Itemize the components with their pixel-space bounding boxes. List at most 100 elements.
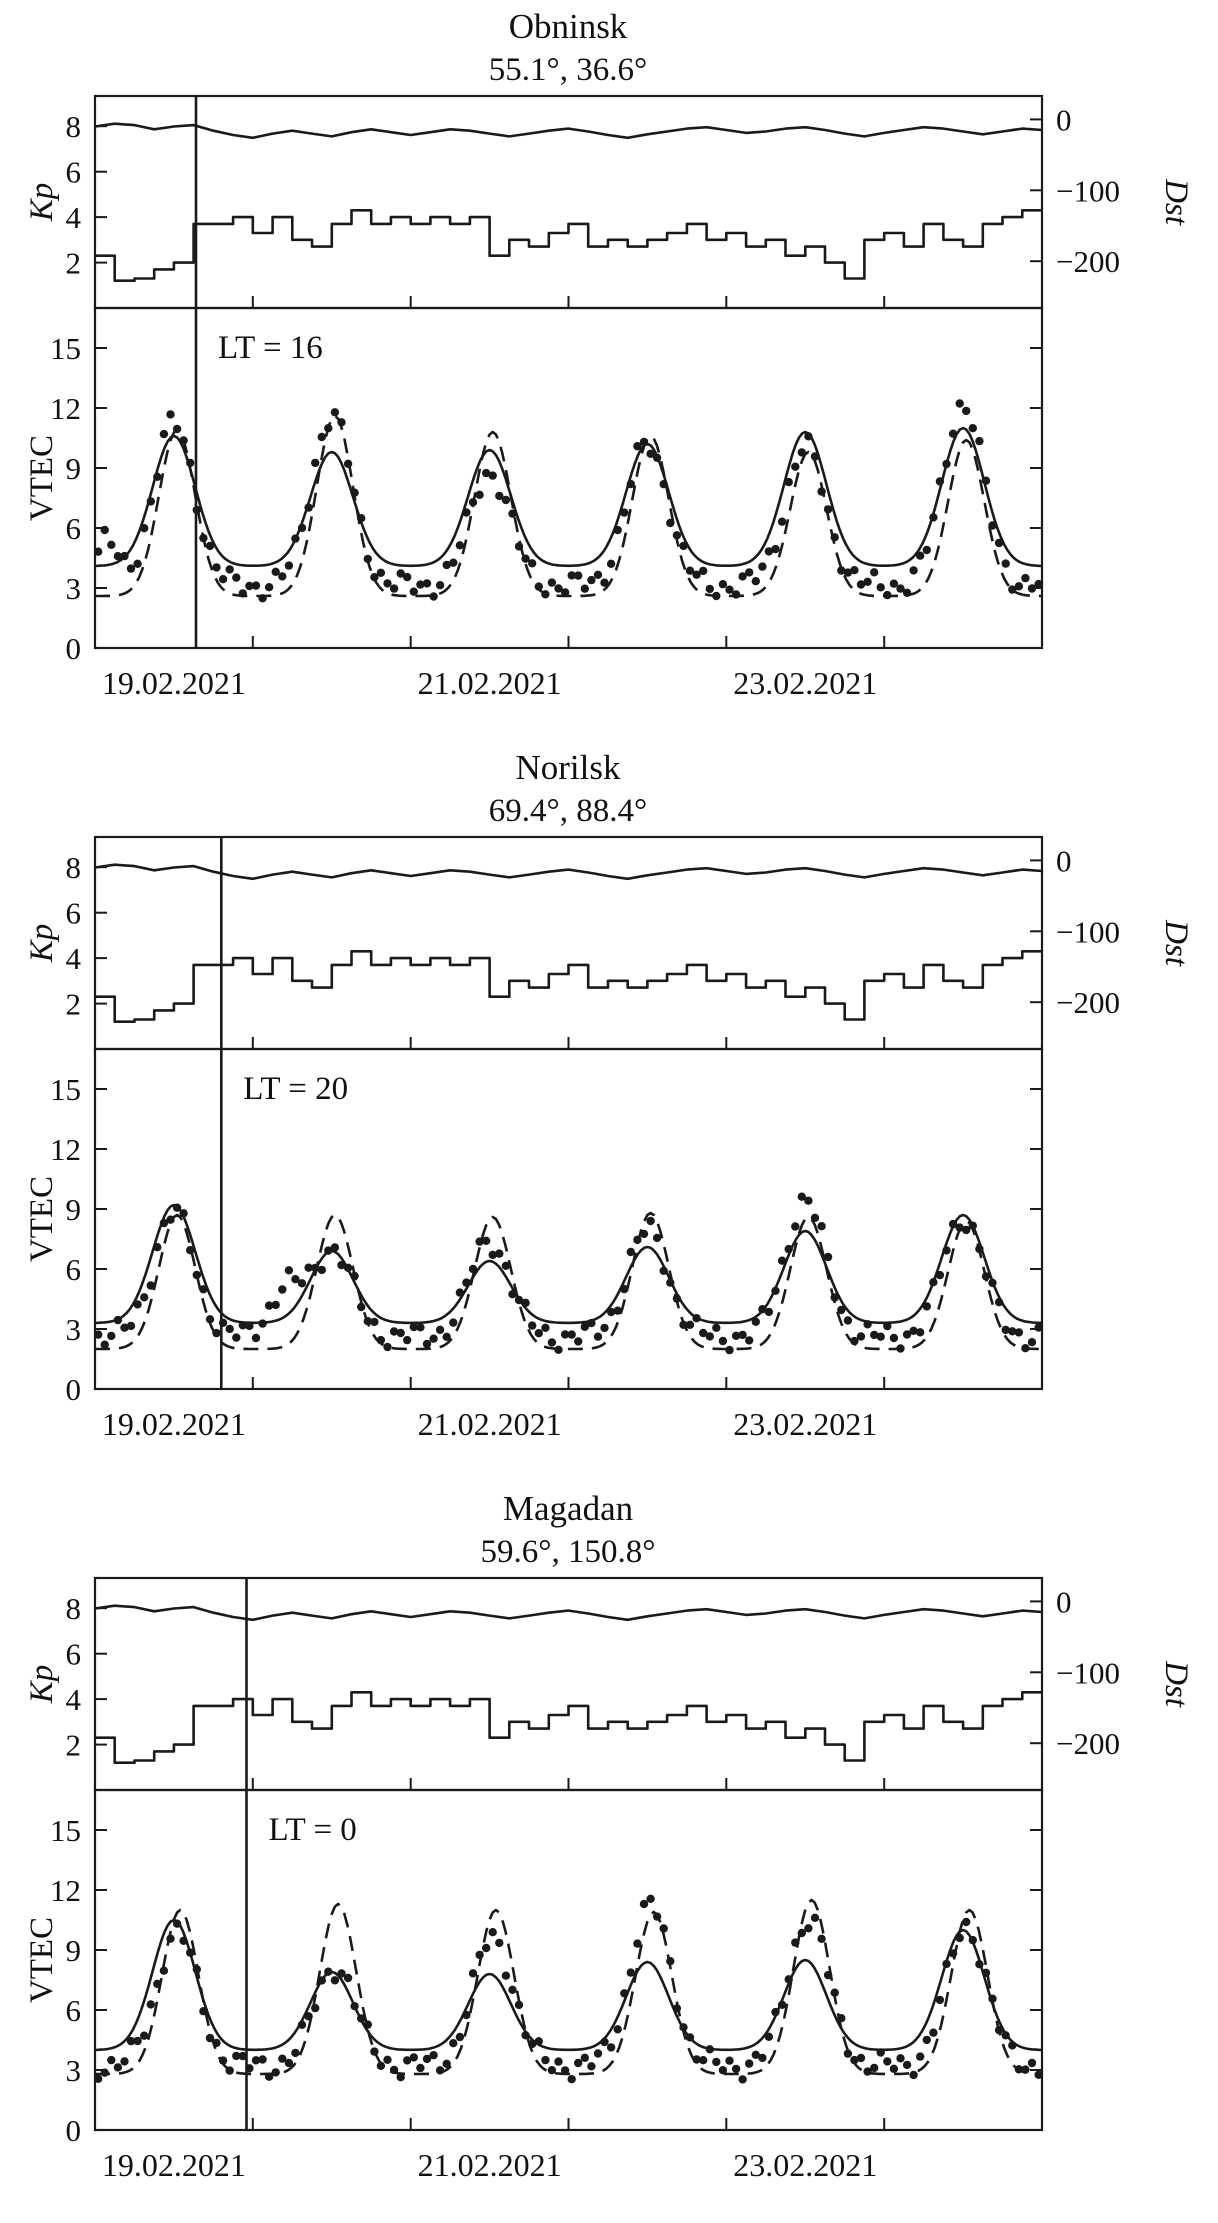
vtec-model-solid-curve — [94, 426, 1043, 568]
vtec-observation-dot — [343, 1263, 353, 1272]
vtec-observation-dot — [810, 1913, 820, 1922]
dst-curve — [94, 1604, 1043, 1622]
vtec-observation-dot — [1008, 1327, 1017, 1336]
vtec-observation-dot — [975, 1960, 984, 1969]
vtec-observation-dot — [120, 2057, 129, 2066]
vtec-observation-dot — [449, 2039, 458, 2048]
vtec-tick-label: 12 — [50, 391, 81, 426]
vtec-observation-dot — [837, 1305, 846, 1315]
x-tick-label: 21.02.2021 — [418, 665, 562, 701]
vtec-observation-dot — [600, 2037, 609, 2047]
vtec-observation-dot — [475, 490, 484, 499]
vtec-observation-dot — [955, 399, 964, 408]
vtec-observation-dot — [843, 1316, 853, 1325]
x-tick-label: 19.02.2021 — [102, 2147, 246, 2183]
kp-tick-label: 8 — [66, 1591, 82, 1626]
vtec-observation-dot — [975, 436, 984, 446]
vtec-observation-dot — [593, 2049, 603, 2058]
vtec-observation-dot — [587, 575, 596, 585]
vtec-observation-dot — [731, 2064, 741, 2074]
vtec-tick-label: 6 — [66, 1993, 82, 2028]
vtec-model-solid-curve — [94, 1203, 1043, 1325]
vtec-observation-dot — [574, 2058, 583, 2068]
vtec-observation-dot — [146, 1281, 155, 1290]
vtec-observation-dot — [883, 590, 892, 600]
vtec-observation-dot — [896, 1344, 905, 1353]
vtec-observation-dot — [652, 453, 662, 462]
vtec-observation-dot — [1008, 2041, 1017, 2050]
vtec-observation-dot — [554, 2057, 563, 2066]
vtec-observation-dot — [1008, 585, 1017, 594]
vtec-observation-dot — [94, 2074, 103, 2083]
vtec-observation-dot — [968, 424, 977, 433]
vtec-observation-dot — [528, 2039, 537, 2049]
vtec-observation-dot — [1027, 584, 1037, 593]
vtec-observation-dot — [791, 462, 800, 471]
vtec-observation-dot — [646, 1894, 655, 1903]
vtec-observation-dot — [659, 1266, 668, 1275]
vtec-observation-dot — [692, 570, 701, 579]
vtec-observation-dot — [278, 2054, 287, 2063]
vtec-observation-dot — [909, 1326, 918, 1335]
vtec-observation-dot — [705, 2045, 714, 2054]
vtec-observation-dot — [942, 1246, 951, 1255]
vtec-observation-dot — [975, 1244, 984, 1254]
vtec-observation-dot — [580, 1322, 589, 1331]
vtec-observation-dot — [1014, 2065, 1024, 2074]
vtec-observation-dot — [948, 1949, 958, 1958]
vtec-observation-dot — [797, 1192, 806, 1201]
vtec-observation-dot — [567, 571, 576, 580]
vtec-observation-dot — [699, 1328, 708, 1338]
vtec-observation-dot — [330, 408, 340, 417]
vtec-observation-dot — [317, 1976, 326, 1985]
vtec-observation-dot — [264, 1301, 274, 1310]
vtec-observation-dot — [587, 2062, 596, 2071]
vtec-observation-dot — [107, 1331, 116, 1341]
vtec-observation-dot — [521, 1298, 530, 1307]
vtec-observation-dot — [718, 1336, 728, 1346]
vtec-observation-dot — [468, 498, 478, 507]
vtec-observation-dot — [699, 566, 708, 576]
vtec-observation-dot — [738, 572, 747, 581]
vtec-observation-dot — [817, 487, 826, 496]
vtec-observation-dot — [856, 580, 866, 589]
dst-tick-label: −100 — [1056, 914, 1120, 949]
vtec-observation-dot — [271, 2068, 280, 2077]
vtec-observation-dot — [284, 2058, 294, 2068]
vtec-observation-dot — [777, 517, 787, 526]
vtec-observation-dot — [199, 1285, 208, 1294]
vtec-observation-dot — [258, 2055, 267, 2064]
vtec-observation-dot — [850, 566, 859, 575]
vtec-observation-dot — [541, 2055, 550, 2065]
vtec-observation-dot — [962, 1917, 971, 1927]
vtec-observation-dot — [705, 584, 714, 594]
vtec-observation-dot — [304, 2012, 313, 2021]
vtec-observation-dot — [916, 1328, 925, 1337]
vtec-observation-dot — [567, 1330, 576, 1339]
vtec-observation-dot — [146, 2000, 155, 2009]
x-tick-label: 21.02.2021 — [418, 1406, 562, 1442]
vtec-observation-dot — [639, 1899, 649, 1909]
vtec-observation-dot — [981, 476, 991, 485]
vtec-observation-dot — [311, 2003, 320, 2013]
vtec-observation-dot — [449, 1318, 458, 1327]
vtec-observation-dot — [442, 1332, 451, 1341]
vtec-observation-dot — [396, 2073, 405, 2082]
vtec-observation-dot — [626, 479, 635, 489]
vtec-observation-dot — [422, 2054, 432, 2064]
vtec-observation-dot — [416, 2063, 425, 2073]
vtec-observation-dot — [823, 505, 833, 514]
vtec-observation-dot — [777, 2000, 787, 2009]
kp-axis-label: Kp — [24, 1665, 60, 1705]
vtec-observation-dot — [606, 2043, 616, 2052]
vtec-observation-dot — [837, 566, 846, 575]
vtec-tick-label: 6 — [66, 511, 82, 546]
panel-coordinates: 69.4°, 88.4° — [489, 793, 647, 829]
vtec-observation-dot — [238, 2051, 247, 2061]
vtec-observation-dot — [343, 1973, 353, 1983]
vtec-observation-dot — [100, 1340, 109, 1349]
x-tick-label: 23.02.2021 — [733, 665, 877, 701]
vtec-observation-dot — [547, 2066, 557, 2075]
vtec-observation-dot — [810, 452, 820, 461]
vtec-observation-dot — [100, 525, 109, 535]
